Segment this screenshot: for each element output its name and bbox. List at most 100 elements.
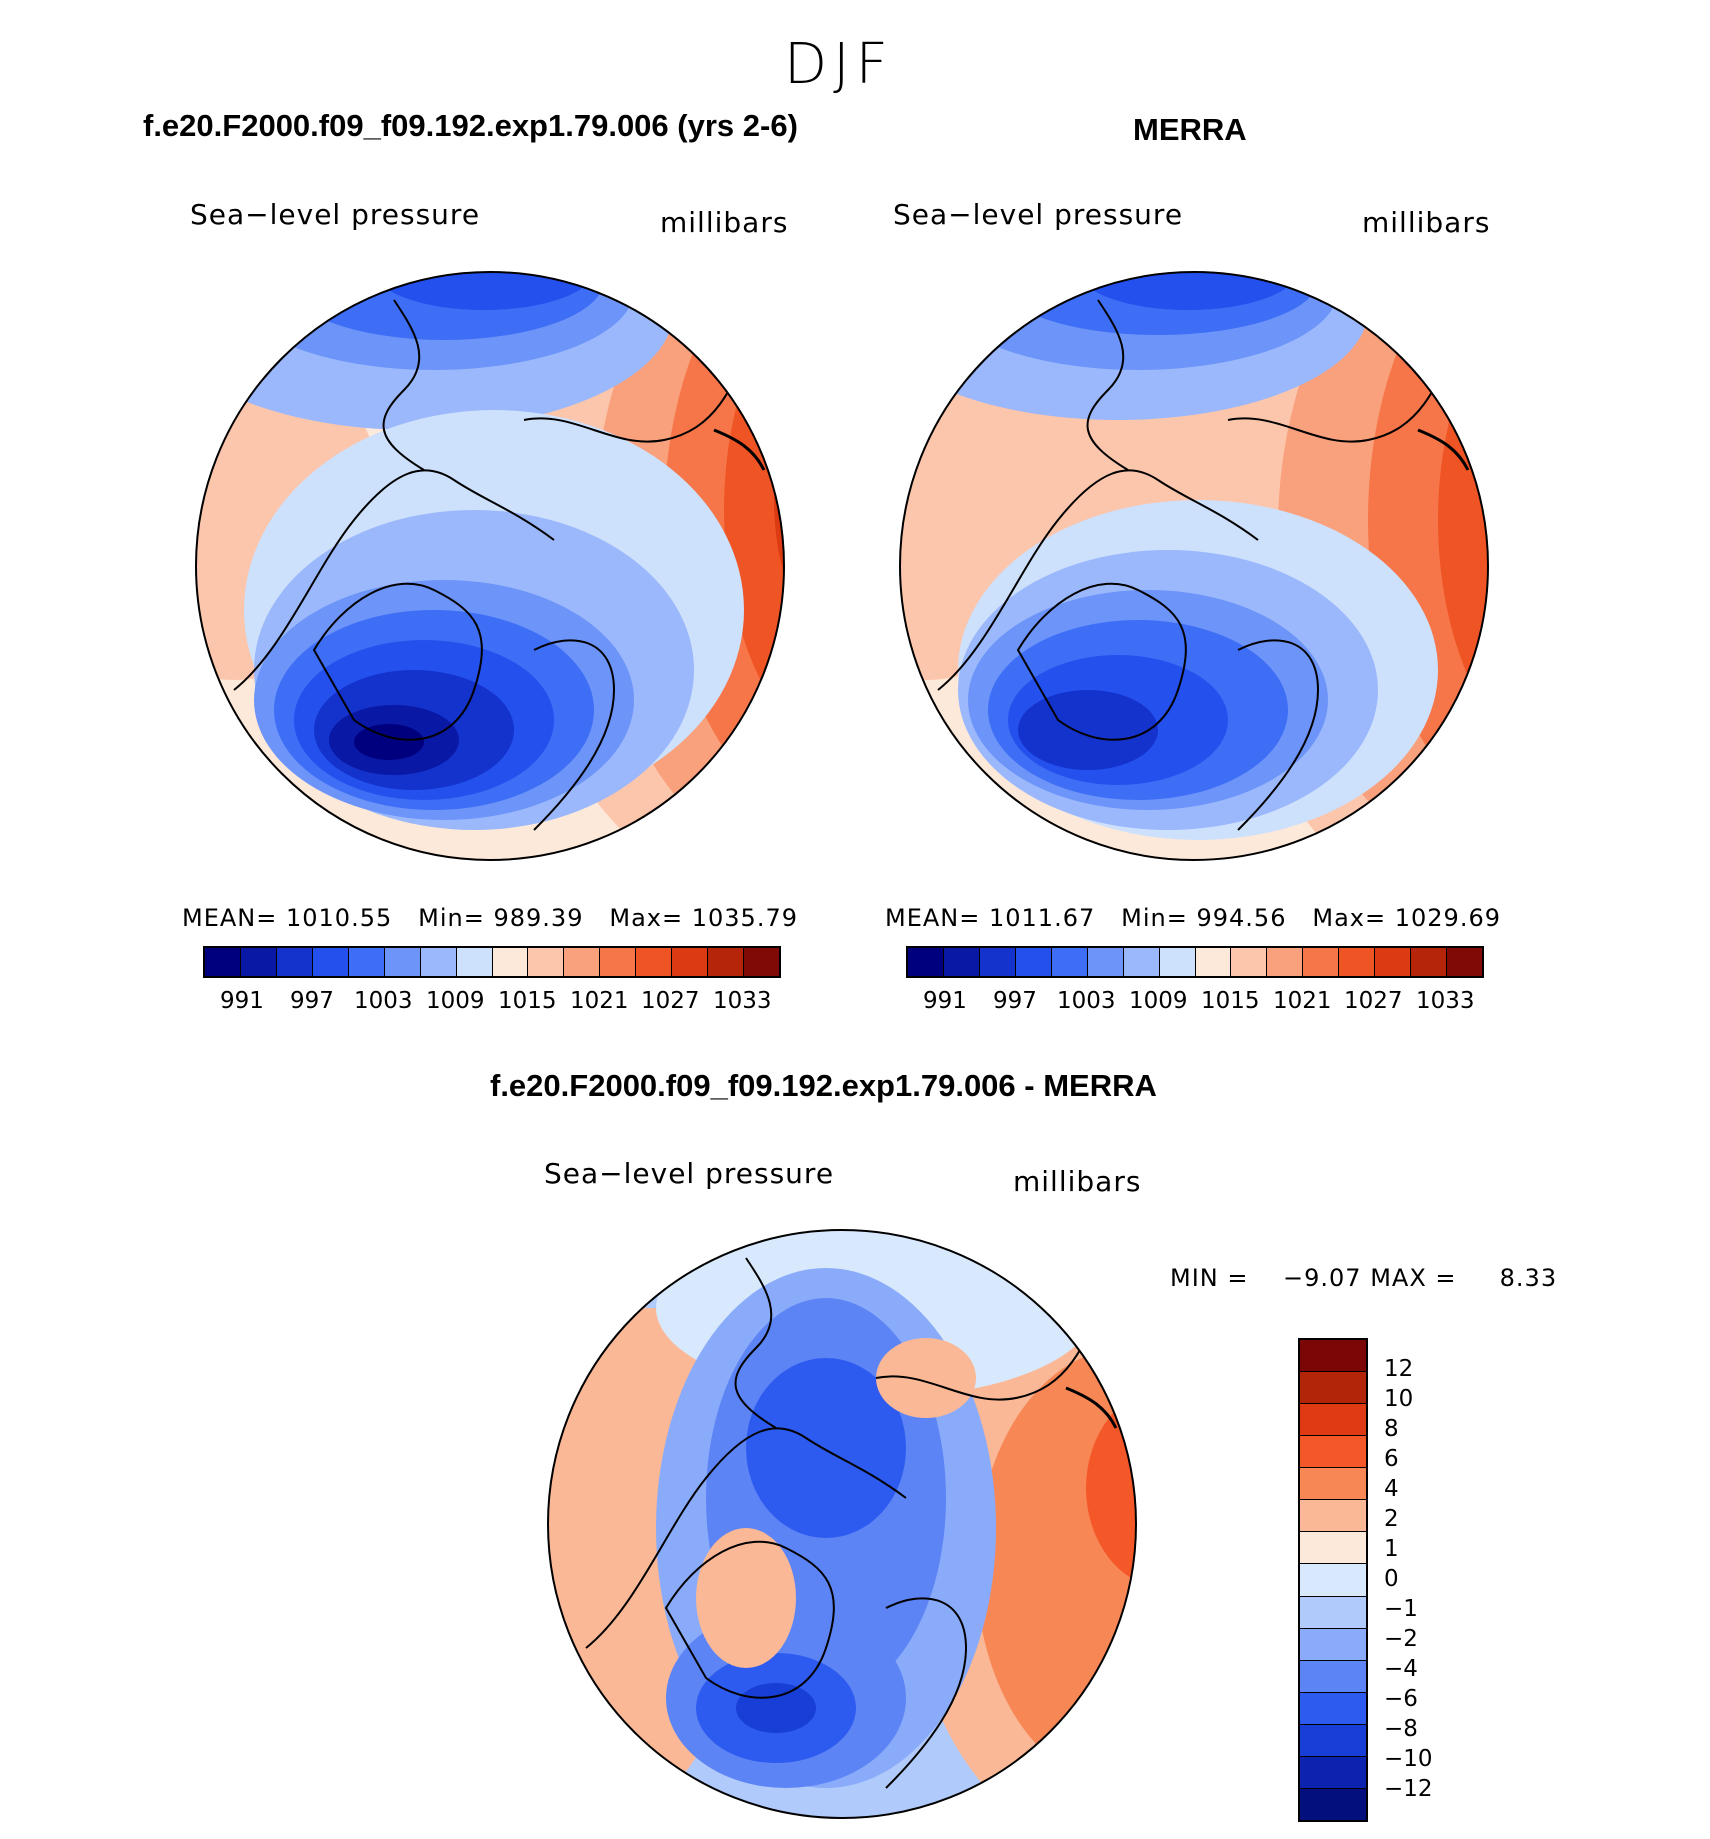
model-colorbar-tick: 1033 — [713, 988, 772, 1014]
diff-colorbar-swatch — [1300, 1724, 1366, 1757]
obs-colorbar-tick: 1027 — [1344, 988, 1403, 1014]
model-stats: MEAN= 1010.55 Min= 989.39 Max= 1035.79 — [182, 904, 798, 932]
diff-colorbar-swatch — [1300, 1372, 1366, 1405]
model-colorbar-tick: 1003 — [354, 988, 413, 1014]
obs-panel-title: MERRA — [1133, 112, 1247, 147]
diff-colorbar-tick: −6 — [1384, 1686, 1418, 1712]
obs-colorbar-swatch — [1087, 948, 1124, 976]
model-colorbar-swatch — [672, 948, 709, 976]
diff-colorbar-swatch — [1300, 1788, 1366, 1820]
diff-colorbar-tick: −12 — [1384, 1776, 1433, 1802]
diff-colorbar-tick: −10 — [1384, 1746, 1433, 1772]
diff-panel-title: f.e20.F2000.f09_f09.192.exp1.79.006 - ME… — [490, 1068, 1157, 1103]
diff-min-label: MIN = — [1170, 1264, 1249, 1292]
model-colorbar-swatch — [744, 948, 779, 976]
diff-colorbar-swatch — [1300, 1404, 1366, 1437]
obs-colorbar-swatch — [943, 948, 980, 976]
obs-colorbar-tick: 1021 — [1273, 988, 1332, 1014]
obs-colorbar-swatch — [1015, 948, 1052, 976]
diff-variable-label: Sea−level pressure — [544, 1157, 835, 1190]
obs-colorbar-tick: 991 — [923, 988, 967, 1014]
obs-colorbar-swatch — [1231, 948, 1268, 976]
diff-colorbar — [1298, 1338, 1368, 1822]
obs-units-label: millibars — [1362, 206, 1491, 239]
obs-colorbar-swatch — [1339, 948, 1376, 976]
model-colorbar-tick: 1009 — [426, 988, 485, 1014]
model-mean-value: 1010.55 — [286, 904, 393, 932]
obs-colorbar-swatch — [1159, 948, 1196, 976]
diff-colorbar-swatch — [1300, 1468, 1366, 1501]
diff-colorbar-tick: 2 — [1384, 1506, 1399, 1532]
obs-min-value: 994.56 — [1196, 904, 1287, 932]
obs-max-label: Max= — [1312, 904, 1387, 932]
diff-max-value: 8.33 — [1499, 1264, 1558, 1292]
model-colorbar-swatch — [348, 948, 385, 976]
diff-colorbar-swatch — [1300, 1436, 1366, 1469]
diff-max-label: MAX = — [1370, 1264, 1457, 1292]
diff-colorbar-tick: −8 — [1384, 1716, 1418, 1742]
obs-colorbar-swatch — [1447, 948, 1482, 976]
obs-colorbar-tick: 1003 — [1057, 988, 1116, 1014]
season-title: DJF — [784, 32, 894, 97]
model-max-value: 1035.79 — [691, 904, 798, 932]
obs-mean-value: 1011.67 — [989, 904, 1096, 932]
model-colorbar-swatch — [205, 948, 241, 976]
obs-colorbar-swatch — [1303, 948, 1340, 976]
diff-colorbar-tick: 8 — [1384, 1416, 1399, 1442]
model-colorbar-swatch — [276, 948, 313, 976]
model-min-value: 989.39 — [493, 904, 584, 932]
model-polar-map — [195, 271, 785, 861]
model-max-label: Max= — [609, 904, 684, 932]
diff-colorbar-swatch — [1300, 1340, 1366, 1373]
model-colorbar-tick: 1027 — [641, 988, 700, 1014]
diff-polar-map — [547, 1229, 1137, 1819]
obs-colorbar-tick: 1009 — [1129, 988, 1188, 1014]
model-colorbar-tick: 1021 — [570, 988, 629, 1014]
obs-colorbar-swatch — [908, 948, 944, 976]
model-colorbar-tick: 1015 — [498, 988, 557, 1014]
diff-colorbar-tick: 0 — [1384, 1566, 1399, 1592]
obs-colorbar-swatch — [1267, 948, 1304, 976]
diff-stats: MIN = −9.07 MAX = 8.33 — [1170, 1264, 1557, 1292]
diff-colorbar-swatch — [1300, 1564, 1366, 1597]
model-colorbar-swatch — [456, 948, 493, 976]
diff-colorbar-swatch — [1300, 1596, 1366, 1629]
model-colorbar-swatch — [600, 948, 637, 976]
diff-colorbar-swatch — [1300, 1756, 1366, 1789]
diff-colorbar-tick: 1 — [1384, 1536, 1399, 1562]
diff-colorbar-tick: −2 — [1384, 1626, 1418, 1652]
obs-colorbar-tick: 997 — [993, 988, 1037, 1014]
obs-colorbar-swatch — [1195, 948, 1232, 976]
diff-units-label: millibars — [1013, 1165, 1142, 1198]
model-colorbar-swatch — [708, 948, 745, 976]
model-mean-label: MEAN= — [182, 904, 278, 932]
diff-colorbar-swatch — [1300, 1500, 1366, 1533]
obs-max-value: 1029.69 — [1394, 904, 1501, 932]
model-variable-label: Sea−level pressure — [190, 198, 481, 231]
obs-colorbar-swatch — [979, 948, 1016, 976]
diff-colorbar-swatch — [1300, 1692, 1366, 1725]
diff-colorbar-swatch — [1300, 1628, 1366, 1661]
model-colorbar-swatch — [384, 948, 421, 976]
model-colorbar-swatch — [312, 948, 349, 976]
diff-colorbar-tick: 6 — [1384, 1446, 1399, 1472]
model-colorbar-swatch — [636, 948, 673, 976]
obs-colorbar — [906, 946, 1484, 978]
obs-colorbar-swatch — [1123, 948, 1160, 976]
model-colorbar-swatch — [492, 948, 529, 976]
obs-colorbar-swatch — [1051, 948, 1088, 976]
diff-colorbar-swatch — [1300, 1532, 1366, 1565]
diff-colorbar-tick: −4 — [1384, 1656, 1418, 1682]
obs-colorbar-swatch — [1411, 948, 1448, 976]
diff-min-value: −9.07 — [1283, 1264, 1362, 1292]
obs-min-label: Min= — [1121, 904, 1188, 932]
model-colorbar — [203, 946, 781, 978]
model-colorbar-swatch — [420, 948, 457, 976]
obs-polar-map — [899, 271, 1489, 861]
obs-colorbar-tick: 1033 — [1416, 988, 1475, 1014]
diff-colorbar-tick: 4 — [1384, 1476, 1399, 1502]
diff-colorbar-swatch — [1300, 1660, 1366, 1693]
obs-variable-label: Sea−level pressure — [893, 198, 1184, 231]
diff-colorbar-tick: 10 — [1384, 1386, 1414, 1412]
model-colorbar-tick: 991 — [220, 988, 264, 1014]
